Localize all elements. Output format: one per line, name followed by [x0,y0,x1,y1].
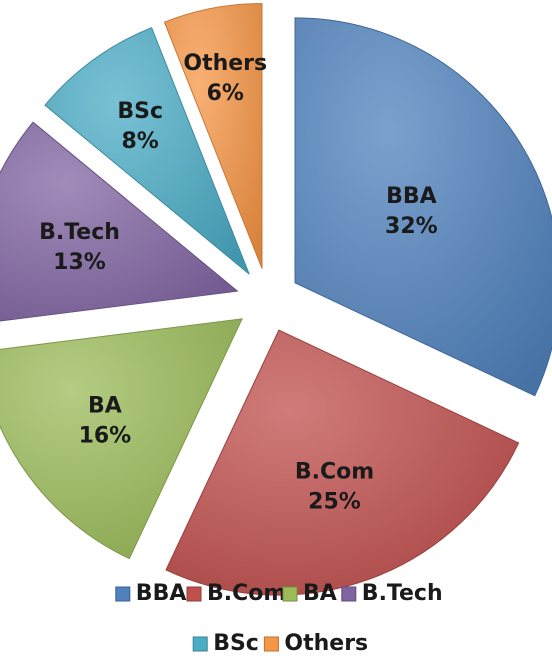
legend-item-b-com: B.Com [186,581,286,606]
slice-value-bsc: 8% [121,129,158,154]
pie-slices [0,3,552,596]
slice-label-bsc: BSc [117,99,163,124]
pie-slice-others [163,3,263,269]
legend-swatch-bsc [192,636,208,652]
legend-label-bsc: BSc [213,631,259,656]
legend-swatch-b-tech [341,586,357,602]
legend-item-ba: BA [282,581,337,606]
legend-label-b-com: B.Com [207,581,286,606]
pie-slice-b-com [165,329,520,596]
slice-value-b-tech: 13% [53,250,106,275]
slice-label-b-com: B.Com [295,460,374,485]
legend-item-bba: BBA [115,581,187,606]
chart-legend: BBA B.Com BA B.Tech BSc Others [115,581,443,656]
legend-label-others: Others [284,631,368,656]
legend-label-ba: BA [303,581,337,606]
slice-value-b-com: 25% [308,490,361,515]
pie-slice-bba [294,17,552,397]
slice-value-bba: 32% [385,214,438,239]
legend-item-b-tech: B.Tech [341,581,443,606]
pie-slice-bsc [44,27,250,275]
slice-label-b-tech: B.Tech [39,220,120,245]
legend-swatch-b-com [186,586,202,602]
slice-value-ba: 16% [79,423,132,448]
legend-item-others: Others [263,631,368,656]
legend-swatch-ba [282,586,298,602]
pie-slice-labels: BBA 32% B.Com 25% BA 16% B.Tech 13% BSc 8% Others 6… [39,51,438,515]
legend-swatch-others [263,636,279,652]
legend-label-b-tech: B.Tech [362,581,443,606]
pie-slice-b-tech [0,121,239,322]
legend-label-bba: BBA [136,581,187,606]
slice-label-ba: BA [88,393,122,418]
pie-slice-ba [0,318,243,560]
slice-label-bba: BBA [386,184,437,209]
slice-label-others: Others [183,51,267,76]
legend-item-bsc: BSc [192,631,259,656]
slice-value-others: 6% [207,81,244,106]
legend-swatch-bba [115,586,131,602]
